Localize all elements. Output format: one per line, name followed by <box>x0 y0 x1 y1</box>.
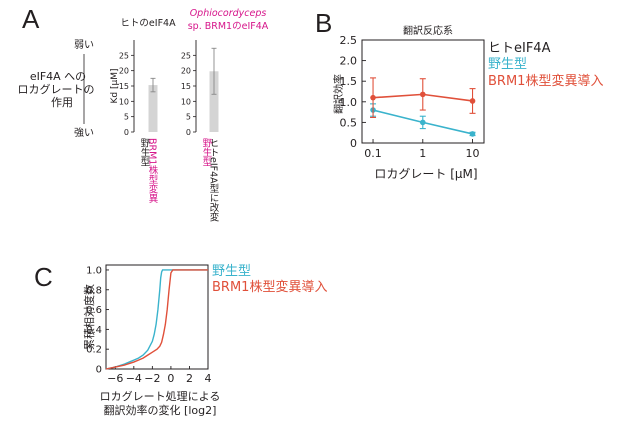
y-tick-label-c-1: 0.2 <box>86 345 102 356</box>
y-tick-label-a-0-2: 10 <box>119 97 129 106</box>
legend-wildtype: 野生型 <box>488 57 527 72</box>
x-axis-label-rocaglate: ロカグレート [μM] <box>374 167 477 181</box>
y-axis-label-cumulative: 累積相対度数 <box>82 284 96 350</box>
side-label-1: eIF4A への <box>30 70 86 83</box>
legend-mutant: BRM1株型変異導入 <box>488 73 603 89</box>
y-tick-label-b-0: 0 <box>350 137 357 150</box>
legend-mutant-c: BRM1株型変異導入 <box>212 279 327 295</box>
weak-label: 弱い <box>74 39 94 51</box>
y-tick-label-c-2: 0.4 <box>86 325 102 336</box>
point-b-0-2 <box>469 131 476 137</box>
title-ophio-2: sp. BRM1のeIF4A <box>188 21 269 32</box>
x-tick-label-b-0: 0.1 <box>364 147 382 160</box>
title-human-eif4a: ヒトのeIF4A <box>120 18 176 29</box>
cdf-chart: 累積相対度数 ロカグレート処理による 翻訳効率の変化 [log2] 野生型 BR… <box>82 264 327 417</box>
panel-label-a: A <box>22 4 40 34</box>
bar-0-1 <box>148 85 158 132</box>
y-tick-label-c-5: 1.0 <box>86 265 102 276</box>
bar-label-0-0: 野生型 <box>139 138 151 167</box>
y-axis-label-kd: Kd [μM] <box>110 69 120 104</box>
panel-label-c: C <box>34 262 53 292</box>
y-tick-label-a-1-5: 25 <box>181 51 191 60</box>
y-tick-label-c-0: 0 <box>96 365 102 376</box>
side-label-3: 作用 <box>51 96 73 109</box>
x-axis-label-line1: ロカグレート処理による <box>100 389 221 403</box>
x-tick-label-c-0: −6 <box>107 372 123 385</box>
line-chart-translation: 翻訳反応系 翻訳効率 ロカグレート [μM] ヒトeIF4A 野生型 BRM1株… <box>332 24 603 181</box>
y-tick-label-c-4: 0.8 <box>86 285 102 296</box>
legend-wildtype-c: 野生型 <box>212 264 251 279</box>
legend-title-human: ヒトeIF4A <box>488 41 551 56</box>
bar-label-0-1: BRM1株型変異 <box>147 138 159 204</box>
y-tick-label-a-0-3: 15 <box>119 82 129 91</box>
x-tick-label-c-2: −2 <box>144 372 160 385</box>
bar-1-1 <box>209 71 219 132</box>
x-axis-label-line2: 翻訳効率の変化 [log2] <box>104 403 217 417</box>
cdf-line-c-1 <box>105 269 208 370</box>
x-tick-label-c-3: 0 <box>167 372 174 385</box>
x-tick-label-c-5: 4 <box>205 372 212 385</box>
bar-label-1-1: ヒトeIF4A型に改変 <box>208 138 220 223</box>
title-translation-system: 翻訳反応系 <box>403 24 453 37</box>
plot-frame-c <box>105 264 209 370</box>
bar-label-1-0: 野生型 <box>201 138 213 167</box>
y-tick-label-a-1-2: 10 <box>181 97 191 106</box>
strong-label: 強い <box>74 126 94 139</box>
y-axis-label-efficiency: 翻訳効率 <box>332 74 345 114</box>
cdf-line-c-0 <box>105 269 208 370</box>
y-tick-label-a-0-0: 0 <box>124 128 129 137</box>
y-tick-label-b-2: 1.0 <box>340 96 358 109</box>
point-b-0-1 <box>419 119 426 126</box>
point-b-1-2 <box>469 98 476 104</box>
y-tick-label-a-0-1: 5 <box>124 113 129 122</box>
x-tick-label-b-2: 10 <box>466 147 480 160</box>
y-tick-label-a-1-4: 20 <box>181 67 191 76</box>
y-tick-label-b-5: 2.5 <box>340 34 358 47</box>
y-tick-label-b-4: 2.0 <box>340 55 358 68</box>
panel-label-b: B <box>315 8 333 38</box>
y-tick-label-b-3: 1.5 <box>340 75 358 88</box>
y-tick-label-a-1-0: 0 <box>186 128 191 137</box>
x-tick-label-c-4: 2 <box>186 372 193 385</box>
y-tick-label-a-1-1: 5 <box>186 113 191 122</box>
title-ophio-1: Ophiocordyceps <box>190 8 267 19</box>
side-label-2: ロカグレートの <box>18 82 95 96</box>
x-tick-label-b-1: 1 <box>419 147 426 160</box>
bar-chart-kd: ヒトのeIF4A Ophiocordyceps sp. BRM1のeIF4A 弱… <box>18 8 269 223</box>
y-tick-label-c-3: 0.6 <box>86 305 102 316</box>
point-b-1-0 <box>370 94 376 101</box>
y-tick-label-a-1-3: 15 <box>181 82 191 91</box>
y-tick-label-b-1: 0.5 <box>340 116 358 129</box>
y-tick-label-a-0-5: 25 <box>119 51 129 60</box>
point-b-1-1 <box>419 91 426 98</box>
y-tick-label-a-0-4: 20 <box>119 67 129 76</box>
x-tick-label-c-1: −4 <box>126 372 142 385</box>
